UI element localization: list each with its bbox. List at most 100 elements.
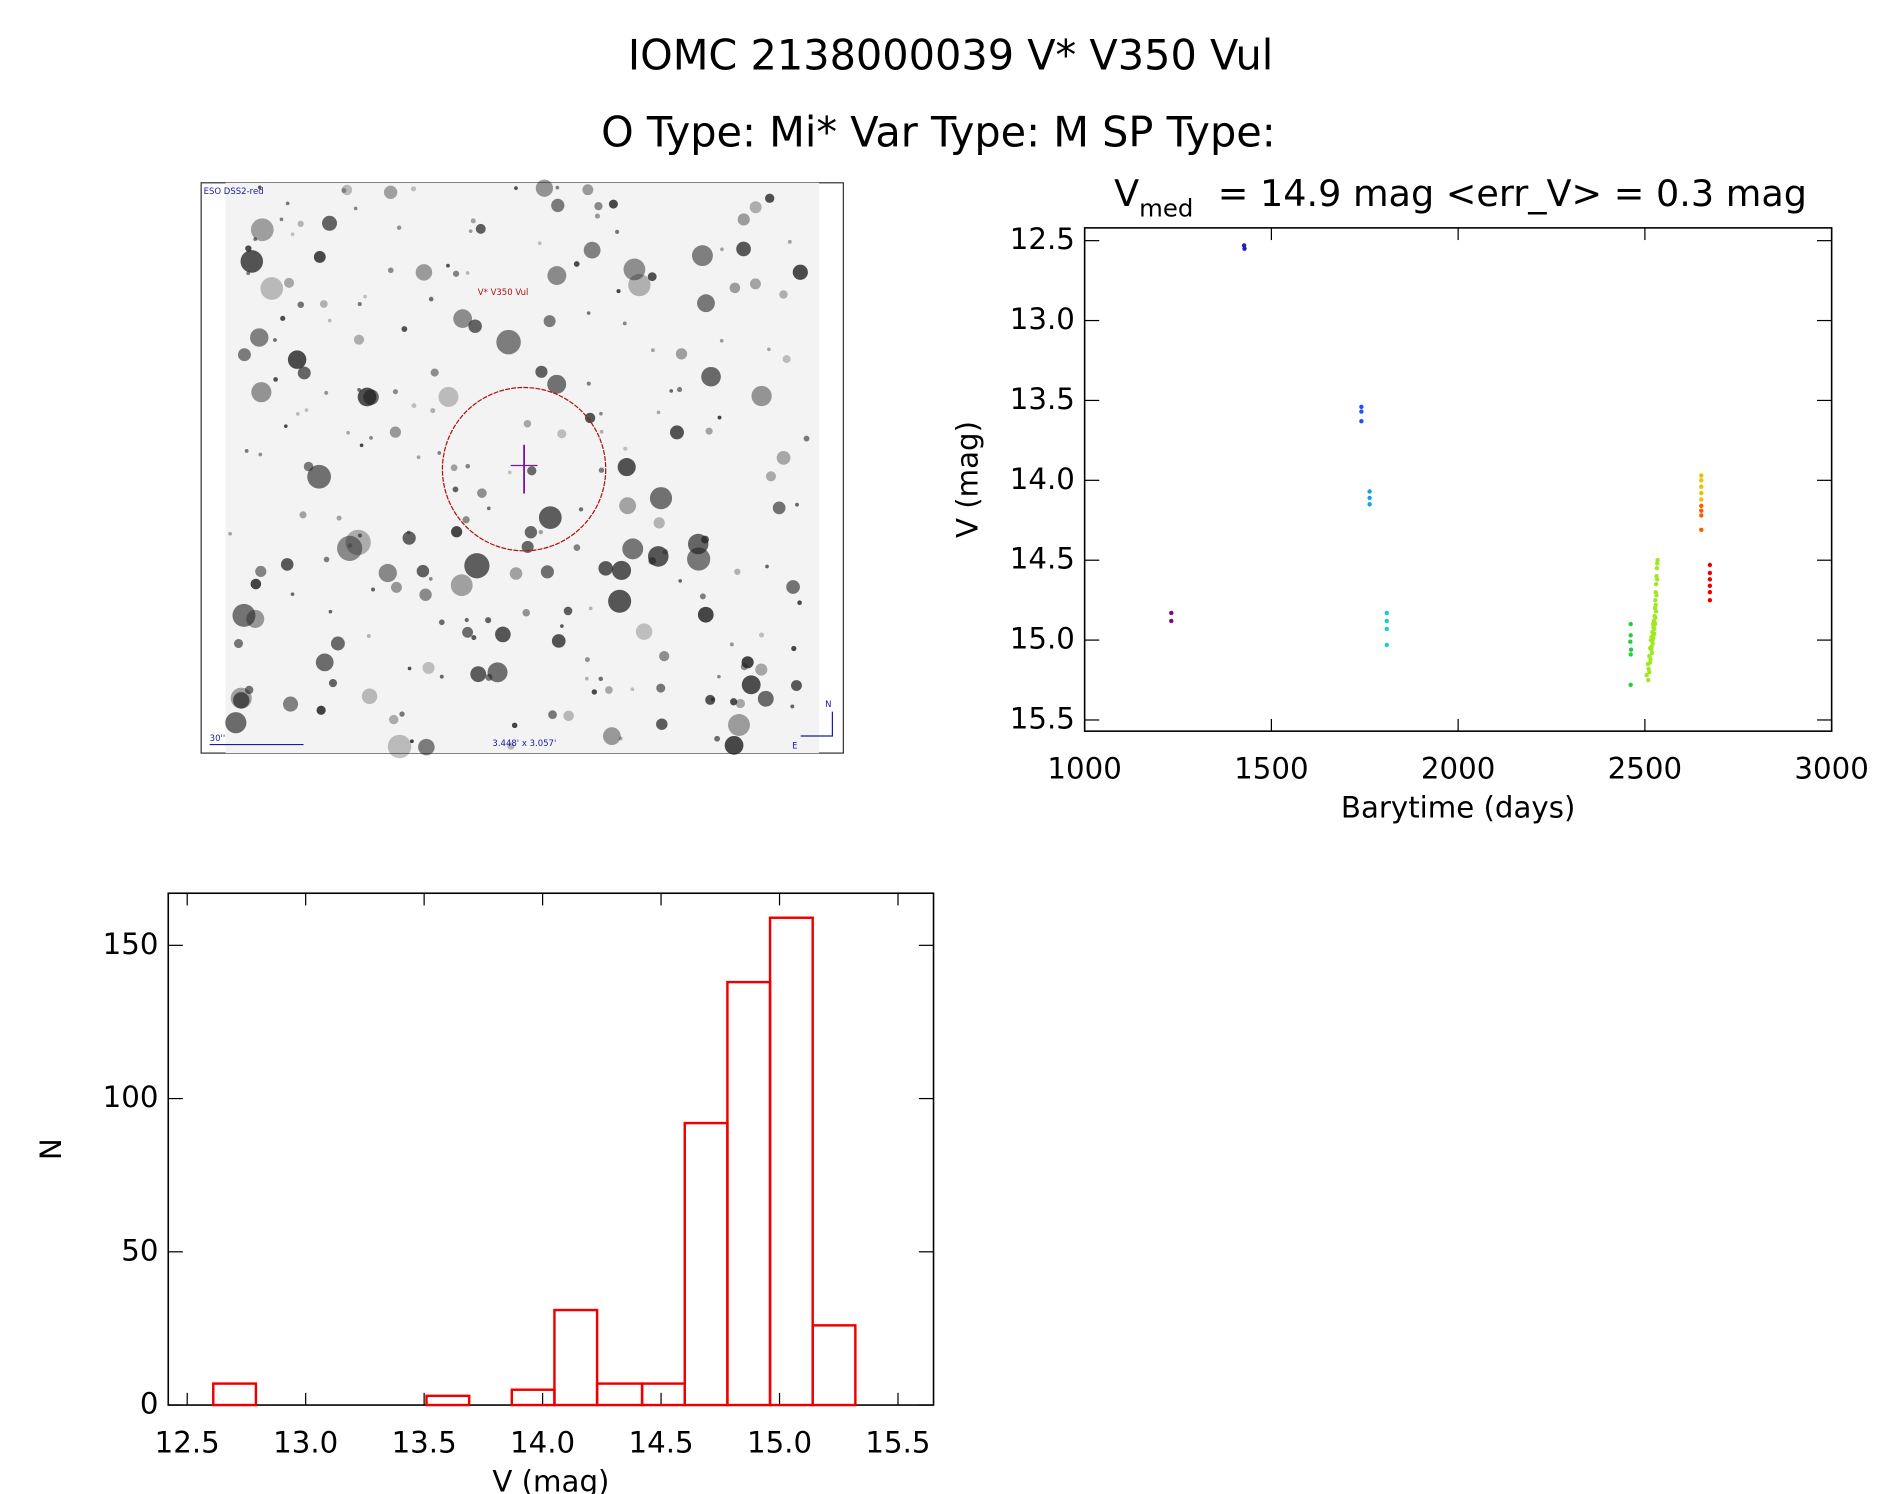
- star: [740, 662, 749, 671]
- x-tick-label: 13.5: [392, 1426, 457, 1460]
- star: [233, 639, 244, 649]
- star: [599, 429, 604, 434]
- star: [678, 579, 683, 583]
- star: [485, 617, 492, 624]
- y-tick-label: 15.0: [1010, 622, 1075, 656]
- point: [1652, 631, 1657, 636]
- point: [1653, 615, 1658, 620]
- star: [584, 676, 589, 681]
- point: [1367, 495, 1372, 501]
- point: [1653, 602, 1658, 608]
- point: [1654, 593, 1659, 598]
- star: [416, 564, 430, 578]
- star: [563, 710, 574, 722]
- star: [598, 676, 604, 682]
- star: [787, 239, 792, 244]
- star: [602, 727, 621, 745]
- point: [1652, 620, 1657, 625]
- star: [290, 232, 295, 237]
- subtitle: O Type: Mi* Var Type: M SP Type:: [601, 108, 1276, 156]
- star: [669, 389, 674, 393]
- star: [418, 738, 435, 756]
- star: [470, 218, 476, 224]
- star: [328, 679, 338, 688]
- star: [304, 408, 309, 412]
- star: [772, 501, 786, 515]
- star: [765, 471, 777, 482]
- star: [450, 574, 473, 597]
- star: [353, 334, 365, 345]
- x-tick-label: 15.0: [747, 1426, 812, 1460]
- star: [651, 348, 655, 353]
- point: [1707, 583, 1713, 588]
- star: [471, 635, 477, 641]
- star: [407, 666, 412, 671]
- star: [240, 250, 264, 273]
- star: [369, 435, 373, 440]
- star: [496, 329, 521, 355]
- x-tick-label: 14.0: [510, 1426, 575, 1460]
- star: [705, 694, 716, 705]
- star: [428, 576, 433, 581]
- star: [509, 567, 523, 580]
- x-tick-label: 1500: [1234, 752, 1308, 786]
- point: [1242, 246, 1247, 251]
- bar: [595, 1382, 644, 1407]
- point: [1707, 562, 1713, 568]
- star: [347, 543, 353, 548]
- star: [487, 662, 508, 683]
- star: [656, 410, 661, 415]
- point: [1359, 409, 1364, 414]
- star: [452, 270, 460, 277]
- star: [244, 449, 249, 453]
- star: [583, 241, 601, 259]
- star: [619, 497, 637, 515]
- star: [363, 294, 367, 299]
- star: [486, 506, 491, 511]
- x-tick-label: 2000: [1421, 752, 1495, 786]
- star: [470, 666, 487, 683]
- star: [315, 653, 334, 672]
- star: [430, 368, 439, 377]
- point: [1644, 673, 1649, 678]
- star: [250, 328, 269, 347]
- star: [464, 617, 469, 623]
- point: [1654, 565, 1660, 571]
- star: [465, 463, 471, 469]
- star: [776, 450, 791, 465]
- star: [297, 366, 311, 380]
- star: [630, 687, 635, 692]
- star: [535, 365, 548, 378]
- star: [388, 714, 399, 725]
- star: [584, 657, 590, 663]
- star: [649, 487, 673, 510]
- star: [555, 185, 560, 190]
- star: [647, 272, 657, 282]
- star: [659, 651, 670, 662]
- star: [462, 626, 474, 638]
- star: [419, 588, 432, 601]
- point: [1384, 618, 1389, 624]
- point: [1646, 677, 1651, 683]
- star: [511, 722, 518, 729]
- star: [608, 199, 618, 209]
- star: [279, 217, 284, 222]
- y-tick-label: 15.5: [1010, 701, 1075, 735]
- chart-title-rest: = 14.9 mag <err_V> = 0.3 mag: [1218, 171, 1807, 214]
- chart-title-main: V: [1114, 171, 1139, 214]
- size-label: 3.448' x 3.057': [492, 739, 556, 749]
- star: [402, 531, 416, 545]
- star: [401, 326, 408, 332]
- star: [697, 294, 715, 313]
- star: [538, 506, 562, 529]
- finder-image: ESO DSS2-red V* V350 Vul 30'' 3.448' x 3…: [200, 179, 844, 759]
- star: [437, 451, 442, 455]
- x-axis-label: Barytime (days): [1341, 791, 1575, 825]
- star: [598, 561, 613, 576]
- star: [450, 464, 458, 472]
- star: [537, 241, 542, 246]
- star: [341, 184, 353, 196]
- star: [749, 201, 762, 214]
- star: [260, 277, 284, 300]
- star: [468, 229, 473, 234]
